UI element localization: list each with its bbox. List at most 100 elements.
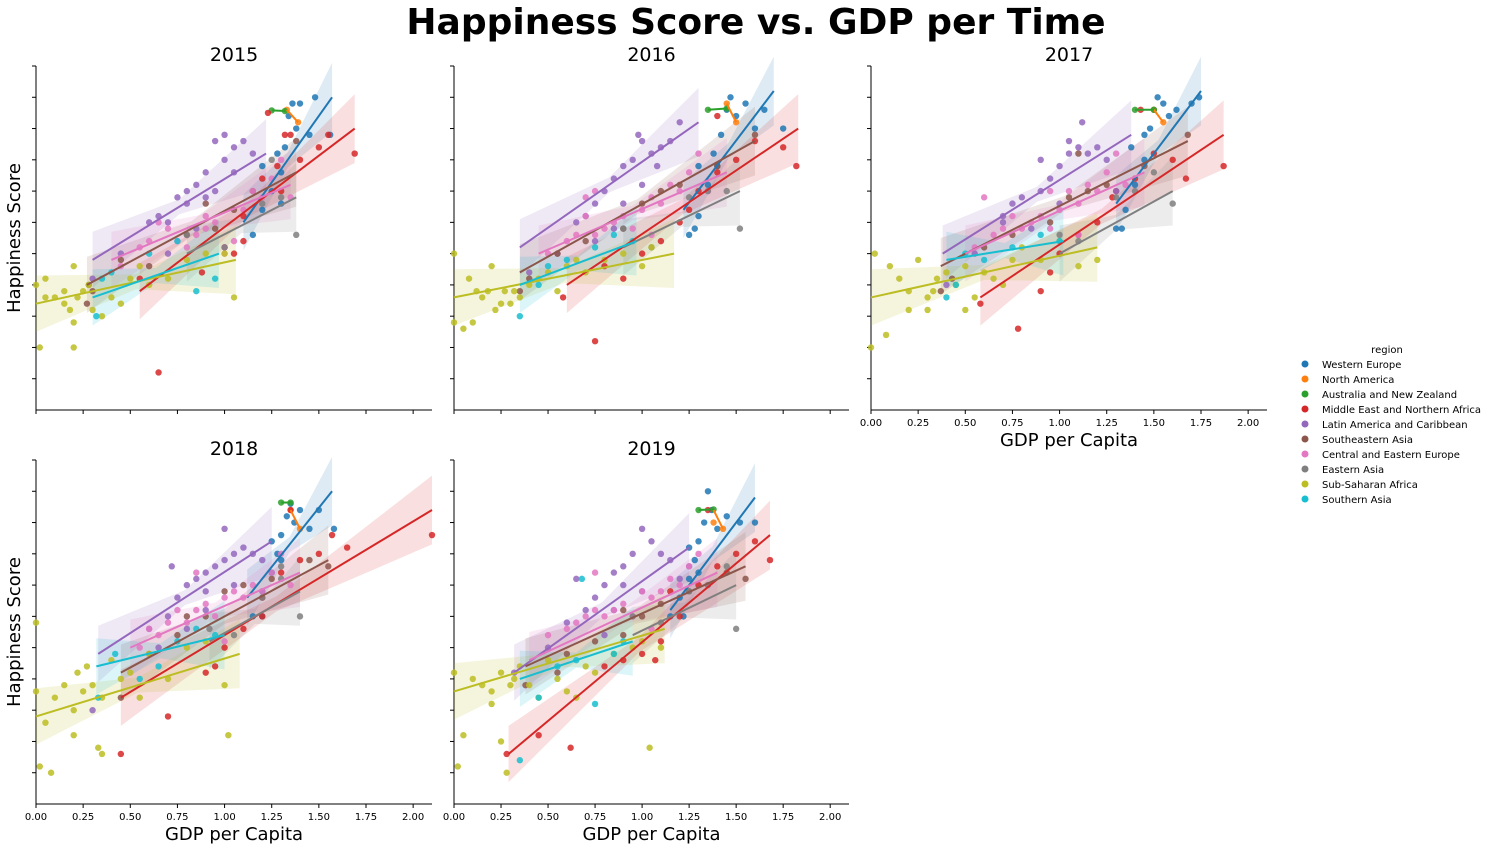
data-point bbox=[61, 300, 68, 307]
data-point bbox=[882, 331, 890, 339]
data-point bbox=[249, 231, 257, 239]
confidence-band bbox=[940, 106, 1188, 295]
data-point bbox=[638, 588, 646, 595]
data-point bbox=[648, 244, 655, 251]
x-tick-label: 1.00 bbox=[213, 812, 235, 823]
data-point bbox=[1065, 137, 1073, 145]
data-point bbox=[591, 244, 599, 251]
data-point bbox=[183, 581, 191, 589]
data-point bbox=[977, 300, 984, 307]
data-point bbox=[98, 312, 106, 320]
data-point bbox=[47, 769, 55, 776]
data-point bbox=[591, 338, 599, 345]
data-point bbox=[1084, 181, 1092, 189]
data-point bbox=[610, 231, 618, 239]
data-point bbox=[1118, 225, 1126, 232]
data-point bbox=[32, 688, 40, 695]
x-tick-label: 1.00 bbox=[1048, 418, 1070, 429]
legend-marker bbox=[1301, 450, 1309, 458]
data-point bbox=[168, 563, 175, 570]
confidence-band bbox=[454, 219, 675, 326]
data-point bbox=[629, 225, 636, 232]
data-point bbox=[638, 650, 646, 658]
data-point bbox=[591, 569, 599, 576]
data-point bbox=[507, 681, 514, 689]
data-point bbox=[136, 262, 143, 270]
regression-line bbox=[682, 90, 775, 211]
data-point bbox=[469, 675, 477, 683]
data-point bbox=[1173, 106, 1180, 113]
data-point bbox=[793, 162, 800, 170]
data-point bbox=[1094, 144, 1101, 151]
data-point bbox=[343, 544, 351, 551]
regression-line bbox=[528, 571, 718, 662]
data-point bbox=[488, 700, 495, 708]
regression-line bbox=[519, 640, 634, 680]
regression-line bbox=[946, 240, 1064, 261]
panel-0: 2015 Happiness Score bbox=[4, 44, 432, 414]
data-point bbox=[211, 663, 219, 670]
data-point bbox=[281, 131, 289, 138]
data-point bbox=[742, 100, 749, 107]
data-point bbox=[230, 631, 238, 639]
data-point bbox=[296, 506, 304, 514]
data-point bbox=[710, 150, 717, 157]
data-point bbox=[766, 556, 774, 564]
confidence-band bbox=[120, 475, 432, 726]
data-point bbox=[714, 169, 721, 176]
panel-title: 2016 bbox=[627, 44, 675, 66]
data-point bbox=[727, 94, 734, 101]
data-point bbox=[742, 575, 749, 583]
data-point bbox=[79, 688, 87, 695]
data-point bbox=[198, 269, 206, 276]
data-point bbox=[646, 744, 653, 751]
legend-marker bbox=[1301, 360, 1309, 368]
data-point bbox=[61, 681, 68, 689]
data-point bbox=[610, 569, 618, 576]
data-point bbox=[202, 588, 209, 595]
data-point bbox=[620, 250, 627, 257]
data-point bbox=[66, 306, 74, 314]
regression-line bbox=[286, 109, 299, 123]
legend-marker bbox=[1301, 405, 1309, 413]
data-point bbox=[591, 606, 599, 614]
data-point bbox=[211, 613, 219, 620]
data-point bbox=[591, 231, 599, 239]
x-axis-label: GDP per Capita bbox=[582, 824, 720, 845]
data-point bbox=[930, 287, 937, 295]
data-point bbox=[638, 525, 646, 532]
data-point bbox=[1037, 287, 1044, 295]
data-point bbox=[1220, 162, 1227, 170]
data-point bbox=[249, 581, 257, 589]
data-point bbox=[710, 519, 717, 526]
data-point bbox=[685, 231, 693, 239]
data-point bbox=[230, 294, 238, 301]
x-tick-label: 1.50 bbox=[725, 812, 747, 823]
data-point bbox=[591, 700, 599, 708]
data-point bbox=[933, 275, 941, 282]
data-point bbox=[1103, 156, 1110, 164]
data-point bbox=[503, 769, 510, 776]
data-point bbox=[51, 694, 59, 701]
legend-label: Sub-Saharan Africa bbox=[1322, 480, 1418, 491]
data-point bbox=[685, 575, 693, 583]
confidence-band bbox=[946, 206, 1064, 289]
data-point bbox=[193, 287, 200, 295]
confidence-band bbox=[130, 538, 300, 676]
data-point bbox=[535, 281, 542, 289]
legend-label: Southern Asia bbox=[1322, 495, 1392, 506]
data-point bbox=[610, 225, 618, 232]
x-tick-label: 0.00 bbox=[860, 418, 882, 429]
x-axis-label: GDP per Capita bbox=[165, 824, 303, 845]
panel-3: 0.00 0.25 0.50 0.75 1.00 1.25 1.50 1.75 2.00 2018… bbox=[4, 438, 436, 845]
data-point bbox=[117, 750, 125, 758]
data-point bbox=[193, 575, 200, 583]
data-point bbox=[751, 125, 759, 132]
data-point bbox=[714, 525, 721, 532]
data-point bbox=[183, 244, 191, 251]
data-point bbox=[501, 287, 508, 295]
data-point bbox=[676, 581, 683, 589]
data-point bbox=[202, 600, 209, 608]
data-point bbox=[70, 732, 77, 739]
